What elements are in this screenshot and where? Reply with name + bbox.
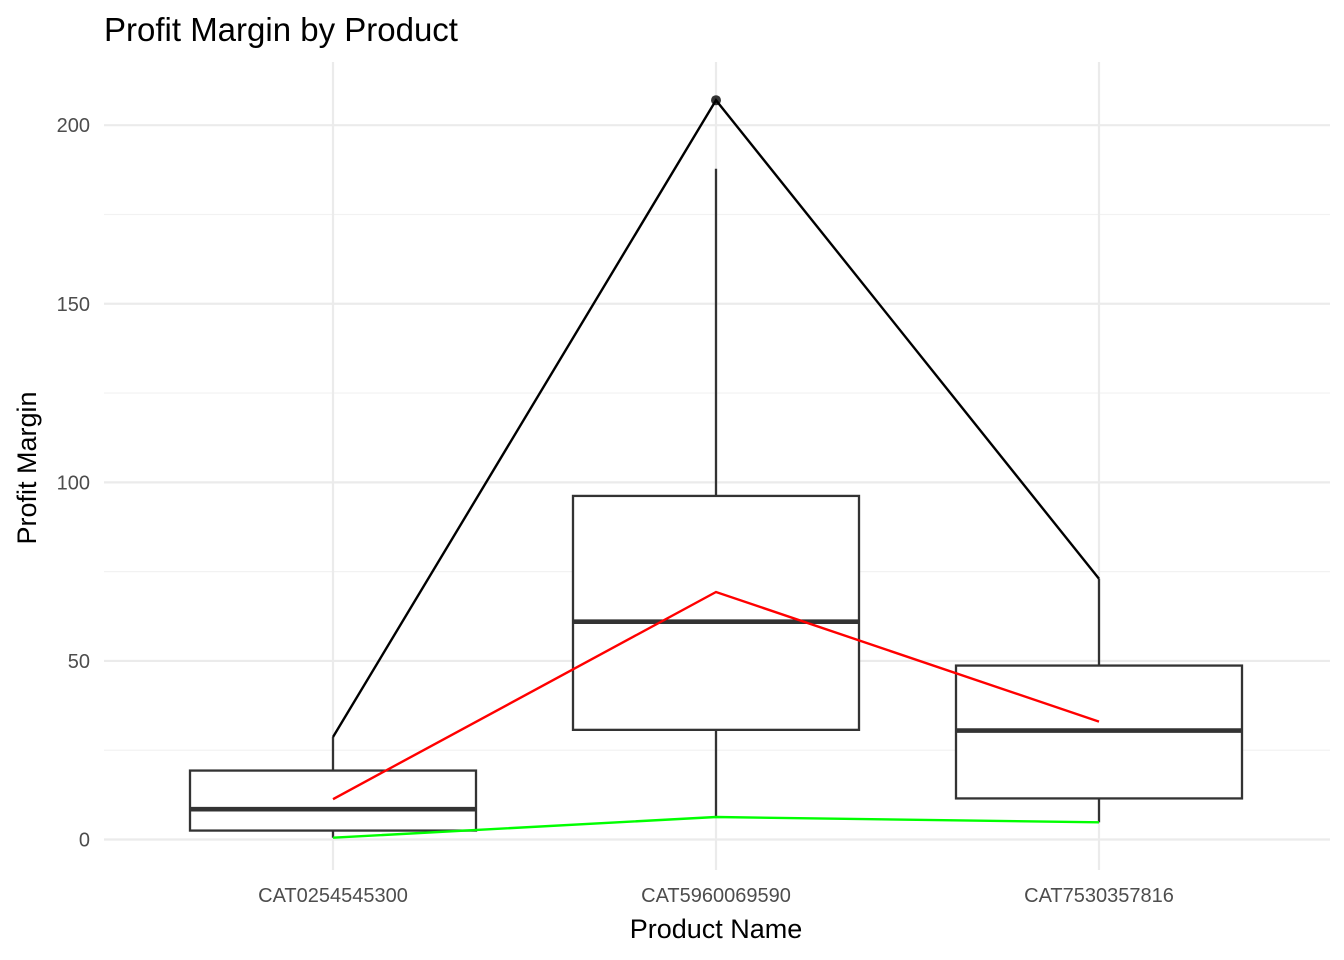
series-line-1 (331, 98, 1100, 738)
x-tick-label: CAT7530357816 (1024, 885, 1174, 907)
box-plots (188, 95, 1244, 838)
chart-title: Profit Margin by Product (104, 11, 458, 48)
y-tick-label: 0 (79, 830, 90, 852)
box-body (571, 494, 861, 732)
y-tick-label: 100 (57, 472, 90, 494)
x-axis-title: Product Name (630, 914, 803, 944)
x-axis-tick-labels: CAT0254545300 CAT5960069590 CAT7530357816 (258, 885, 1174, 907)
box-1 (188, 736, 478, 838)
y-axis-tick-labels: 0 50 100 150 200 (57, 115, 90, 851)
y-tick-label: 200 (57, 115, 90, 137)
series-lines (331, 98, 1100, 839)
box-3 (954, 578, 1244, 823)
box-body (188, 769, 478, 832)
y-tick-label: 150 (57, 294, 90, 316)
y-tick-label: 50 (68, 651, 90, 673)
x-tick-label: CAT5960069590 (641, 885, 791, 907)
series-line-2 (332, 590, 1100, 801)
x-tick-label: CAT0254545300 (258, 885, 408, 907)
series-line-3 (332, 815, 1100, 839)
box-2 (571, 95, 861, 817)
y-axis-title: Profit Margin (12, 391, 42, 544)
